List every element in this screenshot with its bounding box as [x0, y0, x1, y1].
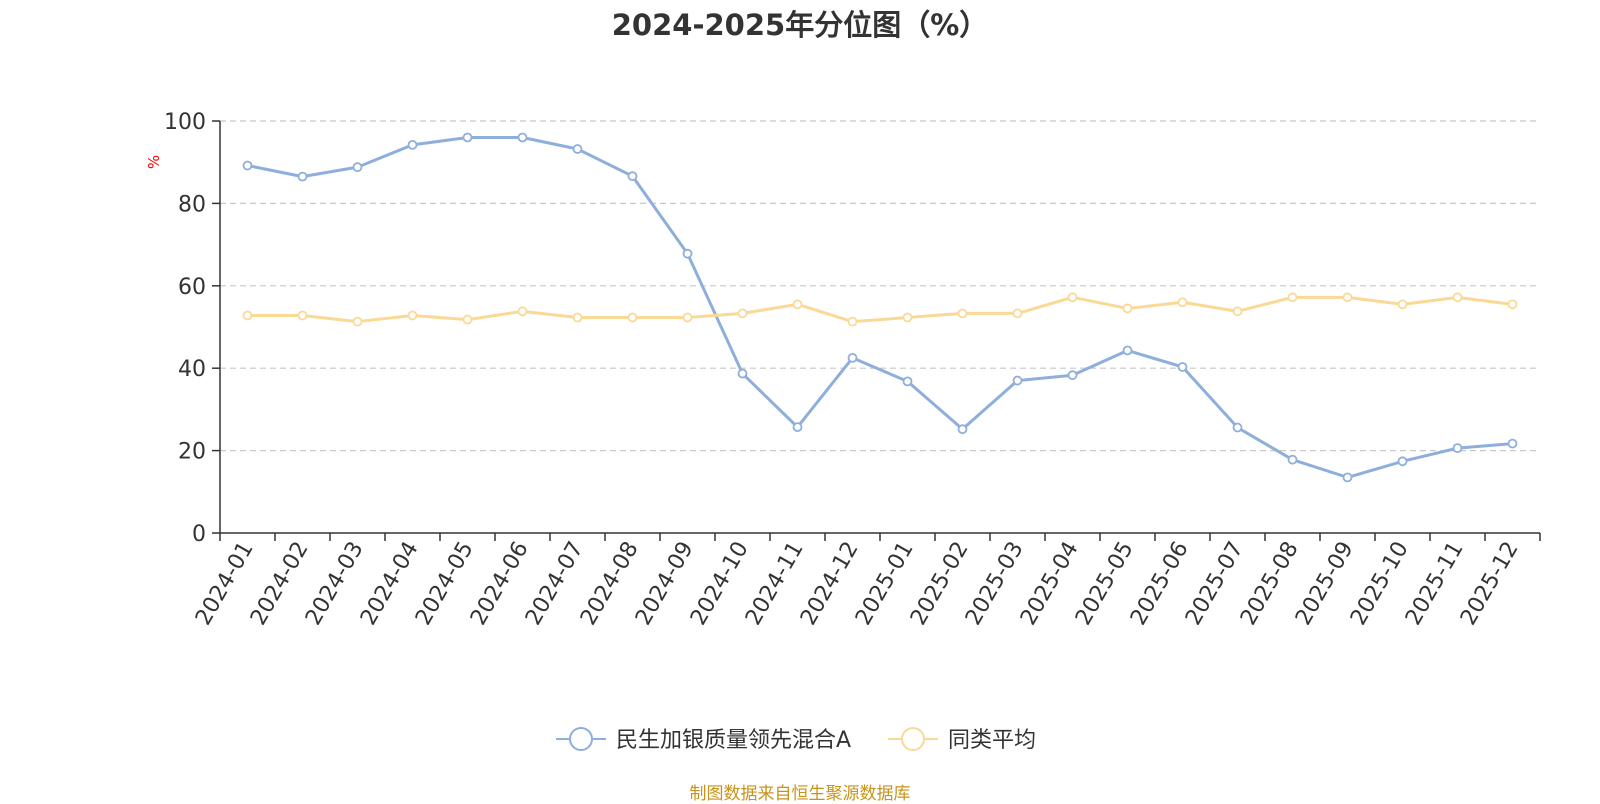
- data-point: [1232, 306, 1243, 317]
- data-point: [1397, 456, 1408, 467]
- data-point: [242, 160, 253, 171]
- data-point: [352, 162, 363, 173]
- data-point: [572, 144, 583, 154]
- data-point: [1507, 438, 1518, 449]
- data-point: [1012, 375, 1023, 386]
- data-point: [297, 171, 308, 182]
- data-point: [737, 368, 748, 379]
- data-point: [1342, 472, 1353, 483]
- data-point: [957, 424, 968, 435]
- data-point: [627, 171, 638, 182]
- y-tick-label: 20: [178, 440, 206, 465]
- data-point: [1452, 443, 1463, 454]
- data-point: [1287, 454, 1298, 465]
- series-1: [242, 132, 1518, 483]
- data-point: [957, 308, 968, 319]
- chart-title: 2024-2025年分位图（%）: [611, 8, 989, 42]
- data-point: [847, 316, 858, 327]
- data-point: [1397, 299, 1408, 310]
- axes: 0204060801002024-012024-022024-032024-04…: [164, 110, 1541, 630]
- data-point: [1507, 299, 1518, 310]
- data-point: [1177, 297, 1188, 308]
- data-point: [1287, 292, 1298, 303]
- data-point: [682, 248, 693, 259]
- data-point: [1177, 362, 1188, 372]
- y-tick-label: 40: [178, 357, 206, 382]
- y-tick-label: 80: [178, 192, 206, 217]
- data-point: [1122, 345, 1133, 356]
- legend-marker-icon: [901, 727, 925, 751]
- data-point: [572, 312, 583, 323]
- y-axis-label: %: [145, 155, 163, 169]
- data-point: [1342, 292, 1353, 303]
- data-point: [902, 376, 913, 387]
- data-point: [407, 310, 418, 321]
- data-point: [792, 299, 803, 310]
- data-point: [1452, 292, 1463, 303]
- data-point: [407, 139, 418, 150]
- data-point: [1067, 370, 1078, 381]
- y-tick-label: 60: [178, 275, 206, 300]
- data-point: [792, 422, 803, 433]
- data-point: [902, 312, 913, 323]
- data-point: [627, 312, 638, 323]
- legend-label: 民生加银质量领先混合A: [616, 728, 851, 753]
- series-line: [246, 135, 1514, 479]
- data-source-note: 制图数据来自恒生聚源数据库: [689, 784, 911, 804]
- y-tick-label: 100: [164, 110, 206, 135]
- series-line: [246, 295, 1514, 324]
- series-lines: [242, 132, 1518, 483]
- series-2: [242, 292, 1518, 327]
- legend-marker-icon: [569, 727, 593, 751]
- data-point: [737, 308, 748, 319]
- data-point: [1122, 303, 1133, 314]
- data-point: [517, 306, 528, 317]
- legend-item-1: 民生加银质量领先混合A: [556, 727, 851, 753]
- data-point: [462, 132, 473, 143]
- data-point: [297, 310, 308, 321]
- data-point: [242, 310, 253, 321]
- data-point: [1067, 292, 1078, 303]
- data-point: [682, 312, 693, 323]
- data-point: [847, 352, 858, 363]
- data-point: [462, 314, 473, 325]
- grid-lines: [220, 120, 1540, 452]
- legend: 民生加银质量领先混合A 同类平均: [556, 727, 1036, 753]
- data-point: [1012, 308, 1023, 319]
- data-point: [352, 316, 363, 327]
- data-point: [517, 132, 528, 143]
- y-tick-label: 0: [192, 522, 206, 547]
- legend-label: 同类平均: [948, 728, 1036, 753]
- legend-item-2: 同类平均: [888, 727, 1036, 753]
- data-point: [1232, 422, 1243, 433]
